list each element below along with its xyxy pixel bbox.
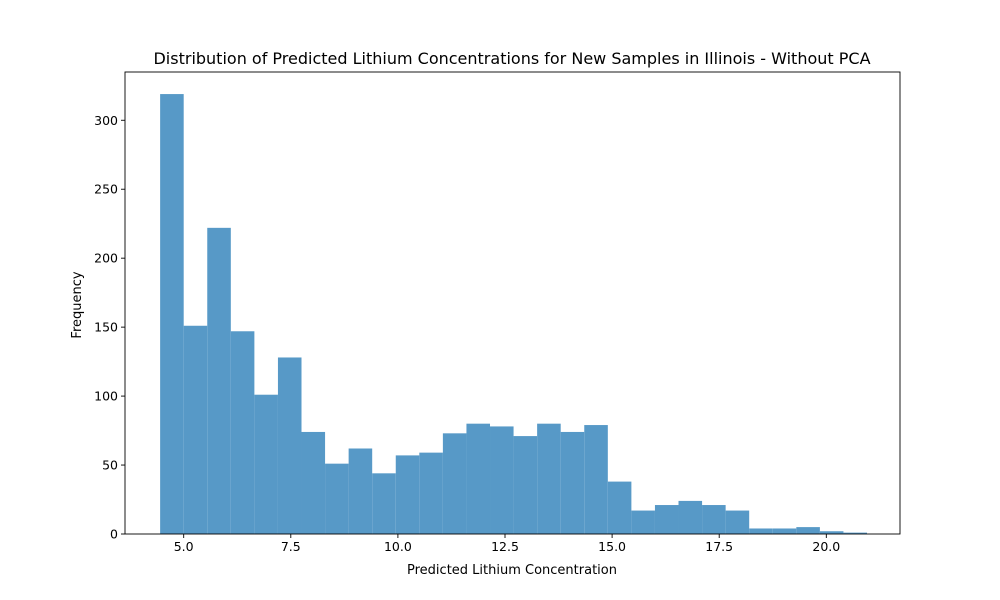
bars-group [160, 94, 868, 534]
y-tick-label: 300 [94, 113, 118, 128]
histogram-bar [607, 481, 632, 534]
histogram-bar [631, 510, 655, 534]
plot-frame [124, 71, 901, 535]
histogram-bar [843, 532, 868, 534]
histogram-bar [230, 331, 255, 534]
x-axis: 5.0 7.5 10.0 12.5 15.0 17.5 20.0 [174, 534, 840, 554]
histogram-bar [796, 527, 820, 534]
histogram-bar [513, 436, 538, 534]
y-tick-label: 200 [94, 251, 118, 266]
x-axis-label: Predicted Lithium Concentration [407, 563, 617, 578]
x-tick-label: 12.5 [491, 539, 519, 554]
histogram-bar [183, 325, 208, 534]
histogram-bar [537, 423, 561, 534]
histogram-bar [584, 425, 608, 534]
histogram-bar [372, 473, 396, 534]
histogram-bar [490, 426, 514, 534]
histogram-bar [348, 448, 373, 534]
y-tick-label: 150 [94, 320, 118, 335]
y-tick-label: 50 [102, 458, 118, 473]
y-axis-label: Frequency [70, 271, 85, 338]
histogram-bar [395, 455, 420, 534]
y-tick-label: 250 [94, 182, 118, 197]
histogram-bar [654, 505, 679, 534]
x-tick-label: 15.0 [598, 539, 626, 554]
histogram-bar [301, 431, 326, 534]
histogram-bar [819, 531, 844, 534]
histogram-bar [160, 94, 184, 534]
x-tick-label: 20.0 [812, 539, 840, 554]
histogram-bar [772, 528, 797, 534]
histogram-bar [254, 394, 278, 534]
histogram-bar [207, 227, 231, 534]
histogram-bar [419, 452, 443, 534]
y-tick-label: 0 [110, 527, 118, 542]
histogram-bar [702, 505, 726, 534]
x-tick-label: 5.0 [174, 539, 194, 554]
chart-title: Distribution of Predicted Lithium Concen… [153, 49, 870, 68]
histogram-bar [277, 357, 302, 534]
histogram-bar [749, 528, 773, 534]
histogram-bar [678, 500, 703, 534]
x-tick-label: 7.5 [281, 539, 301, 554]
y-axis: 0 50 100 150 200 250 300 [94, 113, 125, 542]
histogram-bar [442, 433, 467, 534]
x-tick-label: 17.5 [705, 539, 733, 554]
histogram-bar [325, 463, 349, 534]
histogram-bar [725, 510, 750, 534]
histogram-bar [560, 431, 585, 534]
histogram-bar [466, 423, 491, 534]
x-tick-label: 10.0 [384, 539, 412, 554]
y-tick-label: 100 [94, 389, 118, 404]
